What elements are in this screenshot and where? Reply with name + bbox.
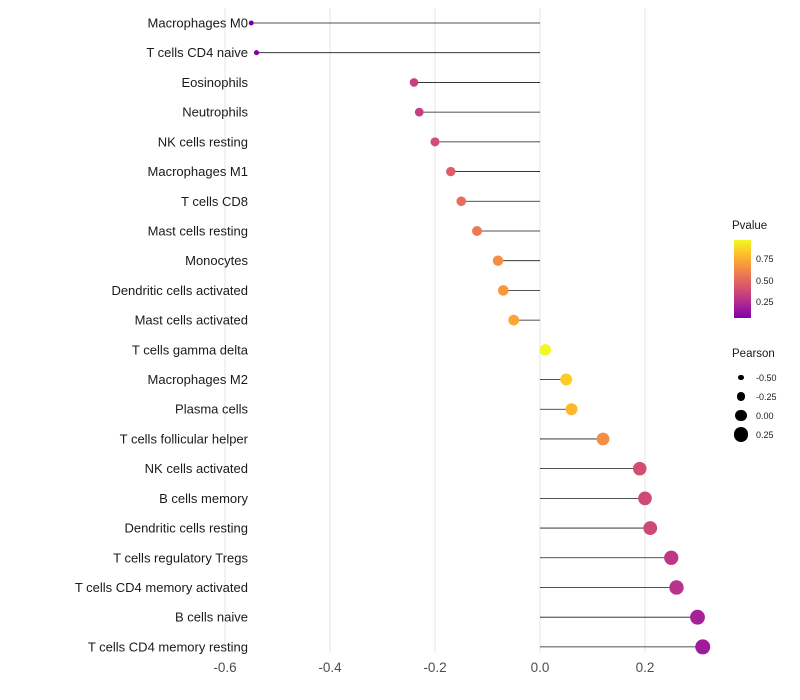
category-label: Monocytes [185, 253, 248, 268]
pvalue-legend-title: Pvalue [732, 220, 768, 232]
pearson-legend: Pearson -0.50 -0.25 0.00 0.25 [732, 348, 800, 444]
category-label: Macrophages M0 [148, 16, 248, 31]
pearson-dot-box [732, 374, 750, 381]
pvalue-tick-label: 0.50 [756, 275, 774, 286]
pearson-size-dot [735, 409, 747, 422]
pvalue-tick-label: 0.25 [756, 297, 774, 308]
x-tick-label: 0.2 [636, 660, 655, 675]
pearson-legend-title: Pearson [732, 348, 775, 360]
lollipop-point [638, 491, 652, 506]
x-tick-label: -0.2 [423, 660, 446, 675]
pvalue-legend: Pvalue 0.75 0.50 0.25 [732, 220, 800, 320]
pearson-legend-item: -0.50 [732, 368, 800, 387]
lollipop-point [565, 403, 578, 416]
category-label: T cells CD4 naive [146, 45, 248, 60]
pvalue-colorbar-row: 0.75 0.50 0.25 [732, 240, 800, 320]
lollipop-point [456, 196, 467, 207]
category-label: Macrophages M1 [148, 164, 248, 179]
x-tick-label: -0.6 [213, 660, 236, 675]
category-label: B cells naive [175, 610, 248, 625]
x-tick-label: -0.4 [318, 660, 342, 675]
pearson-size-items: -0.50 -0.25 0.00 0.25 [732, 368, 800, 444]
category-label: T cells CD4 memory resting [88, 639, 248, 654]
x-tick-label: 0.0 [531, 660, 550, 675]
pvalue-gradient-bar [734, 240, 751, 318]
lollipop-point [497, 285, 509, 296]
pearson-dot-box [732, 392, 750, 401]
lollipop-point [253, 50, 260, 56]
pearson-tick-label: -0.25 [756, 391, 777, 402]
lollipop-point [508, 314, 520, 326]
category-label: Mast cells activated [135, 313, 248, 328]
pvalue-gradient-labels: 0.75 0.50 0.25 [756, 240, 796, 318]
lollipop-point [414, 107, 424, 117]
lollipop-point [539, 344, 551, 356]
pearson-legend-item: -0.25 [732, 387, 800, 406]
lollipop-point [409, 78, 419, 87]
category-label: Neutrophils [182, 105, 248, 120]
pearson-dot-box [732, 409, 750, 422]
lollipop-point [248, 20, 254, 26]
category-label: T cells CD4 memory activated [75, 580, 248, 595]
pvalue-tick-label: 0.75 [756, 253, 774, 264]
category-label: T cells follicular helper [120, 431, 249, 446]
pearson-size-dot [738, 374, 744, 381]
pearson-tick-label: 0.25 [756, 429, 774, 440]
category-label: B cells memory [159, 491, 248, 506]
category-label: NK cells resting [158, 134, 248, 149]
category-label: T cells gamma delta [132, 342, 249, 357]
pearson-legend-item: 0.00 [732, 406, 800, 425]
category-label: Dendritic cells resting [124, 521, 248, 536]
category-label: Mast cells resting [148, 223, 248, 238]
category-label: T cells CD8 [181, 194, 248, 209]
lollipop-point [560, 373, 573, 386]
category-label: Macrophages M2 [148, 372, 248, 387]
lollipop-point [446, 166, 456, 177]
lollipop-point [430, 137, 440, 147]
pearson-dot-box [732, 427, 750, 442]
category-label: Dendritic cells activated [111, 283, 248, 298]
lollipop-point [492, 255, 504, 266]
category-label: Eosinophils [182, 75, 249, 90]
pearson-size-dot [733, 427, 749, 442]
lollipop-point [643, 521, 658, 535]
category-label: Plasma cells [175, 402, 248, 417]
lollipop-point [690, 609, 705, 625]
category-label: NK cells activated [145, 461, 248, 476]
pearson-tick-label: -0.50 [756, 372, 777, 383]
lollipop-point [632, 461, 647, 476]
lollipop-point [664, 550, 679, 565]
category-label: T cells regulatory Tregs [113, 550, 248, 565]
pearson-size-dot [736, 392, 746, 401]
lollipop-point [596, 432, 610, 446]
pearson-tick-label: 0.00 [756, 410, 774, 421]
lollipop-point [669, 580, 684, 595]
lollipop-point [472, 225, 482, 236]
pearson-legend-item: 0.25 [732, 425, 800, 444]
lollipop-point [695, 639, 711, 655]
